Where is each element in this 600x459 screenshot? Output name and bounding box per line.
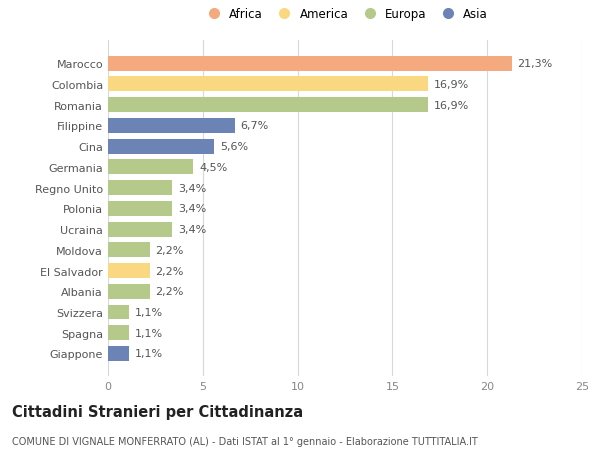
Text: 4,5%: 4,5%: [199, 162, 227, 173]
Text: 5,6%: 5,6%: [220, 142, 248, 152]
Bar: [108, 181, 172, 196]
Bar: [108, 305, 129, 320]
Legend: Africa, America, Europa, Asia: Africa, America, Europa, Asia: [197, 4, 493, 26]
Text: 1,1%: 1,1%: [134, 349, 163, 358]
Text: 2,2%: 2,2%: [155, 286, 184, 297]
Text: 2,2%: 2,2%: [155, 266, 184, 276]
Text: 1,1%: 1,1%: [134, 328, 163, 338]
Bar: [108, 222, 172, 237]
Text: Cittadini Stranieri per Cittadinanza: Cittadini Stranieri per Cittadinanza: [12, 404, 303, 419]
Text: 3,4%: 3,4%: [178, 183, 206, 193]
Bar: [108, 56, 512, 72]
Text: 6,7%: 6,7%: [241, 121, 269, 131]
Bar: [108, 98, 428, 113]
Bar: [108, 243, 150, 257]
Text: 16,9%: 16,9%: [434, 80, 469, 90]
Text: 21,3%: 21,3%: [518, 59, 553, 69]
Bar: [108, 346, 129, 361]
Bar: [108, 263, 150, 278]
Bar: [108, 140, 214, 154]
Bar: [108, 118, 235, 134]
Bar: [108, 325, 129, 341]
Text: 2,2%: 2,2%: [155, 245, 184, 255]
Text: 1,1%: 1,1%: [134, 308, 163, 317]
Bar: [108, 284, 150, 299]
Text: COMUNE DI VIGNALE MONFERRATO (AL) - Dati ISTAT al 1° gennaio - Elaborazione TUTT: COMUNE DI VIGNALE MONFERRATO (AL) - Dati…: [12, 436, 478, 446]
Bar: [108, 77, 428, 92]
Text: 3,4%: 3,4%: [178, 204, 206, 214]
Bar: [108, 202, 172, 216]
Bar: [108, 160, 193, 175]
Text: 16,9%: 16,9%: [434, 101, 469, 110]
Text: 3,4%: 3,4%: [178, 224, 206, 235]
